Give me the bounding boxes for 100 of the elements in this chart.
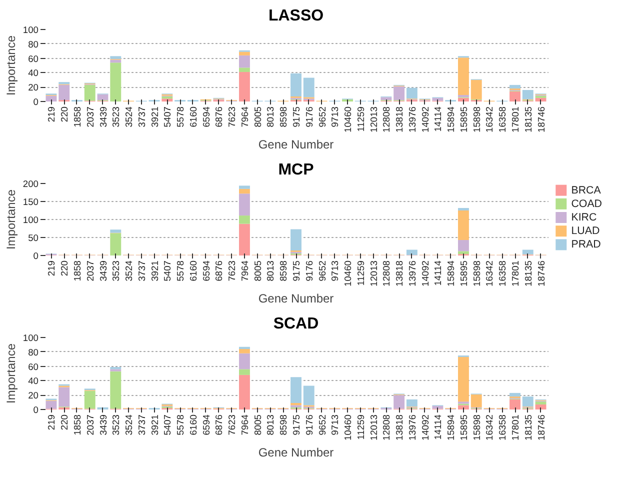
x-tick-label: 6594 xyxy=(201,260,212,282)
x-tick-label: 9175 xyxy=(292,106,302,128)
x-tick-label: 15898 xyxy=(472,106,482,132)
x-tick-label: 3737 xyxy=(136,106,147,128)
x-tick-label: 3737 xyxy=(136,260,147,282)
x-tick-label: 3921 xyxy=(150,260,160,282)
x-tick-label: 14092 xyxy=(420,414,430,440)
x-tick-label: 18746 xyxy=(536,260,546,286)
x-tick-label: 220 xyxy=(60,106,70,122)
x-tick-label: 3523 xyxy=(111,260,122,282)
x-tick-label: 11259 xyxy=(356,260,366,286)
x-tick-label: 9176 xyxy=(304,260,314,282)
x-tick-label: 7623 xyxy=(227,106,238,128)
x-tick-label: 2037 xyxy=(85,414,96,436)
y-tick-label: 0 xyxy=(33,251,39,261)
x-tick-label: 14114 xyxy=(433,106,444,132)
x-tick-label: 8005 xyxy=(252,260,263,282)
x-tick-label: 16342 xyxy=(484,106,495,132)
y-tick-label: 200 xyxy=(22,179,39,189)
y-axis-title: Importance xyxy=(4,343,18,404)
x-tick-label: 9713 xyxy=(330,260,340,282)
x-tick-label: 7964 xyxy=(240,414,250,436)
y-tick-label: 100 xyxy=(22,25,39,35)
x-tick-label: 5407 xyxy=(162,260,173,282)
x-tick-label: 219 xyxy=(46,260,57,276)
x-tick-label: 6160 xyxy=(188,260,198,282)
x-tick-label: 17801 xyxy=(510,260,521,286)
x-tick-label: 16358 xyxy=(498,260,508,286)
x-tick-label: 5407 xyxy=(162,414,173,436)
chart-title: SCAD xyxy=(273,316,319,332)
x-tick-label: 14114 xyxy=(433,414,444,440)
x-tick-label: 3524 xyxy=(124,106,134,128)
x-tick-label: 7623 xyxy=(227,414,238,436)
x-tick-label: 8598 xyxy=(278,106,289,128)
x-tick-label: 9652 xyxy=(317,260,328,282)
x-tick-label: 8013 xyxy=(266,260,276,282)
x-tick-label: 6876 xyxy=(214,106,224,128)
x-tick-label: 9175 xyxy=(292,414,302,436)
x-tick-label: 9652 xyxy=(317,106,328,128)
x-tick-label: 18135 xyxy=(523,106,534,132)
x-tick-label: 3737 xyxy=(136,414,147,436)
x-tick-label: 15895 xyxy=(458,260,469,286)
x-tick-label: 219 xyxy=(46,106,57,122)
x-tick-label: 6876 xyxy=(214,260,224,282)
x-tick-label: 18746 xyxy=(536,106,546,132)
x-tick-label: 5578 xyxy=(176,106,186,128)
x-tick-label: 5407 xyxy=(162,106,173,128)
y-axis-title: Importance xyxy=(4,35,18,96)
x-tick-label: 3523 xyxy=(111,414,122,436)
x-tick-label: 2037 xyxy=(85,260,96,282)
x-tick-label: 13976 xyxy=(407,414,418,440)
y-tick-label: 60 xyxy=(28,54,39,64)
x-tick-label: 7964 xyxy=(240,260,250,282)
x-tick-label: 15894 xyxy=(446,260,456,286)
x-tick-label: 12808 xyxy=(382,106,392,132)
x-tick-label: 7964 xyxy=(240,106,250,128)
x-tick-label: 16342 xyxy=(484,260,495,286)
x-tick-label: 14114 xyxy=(433,260,444,286)
x-tick-label: 10460 xyxy=(343,414,354,440)
legend-label: COAD xyxy=(571,198,602,210)
x-tick-label: 13976 xyxy=(407,106,418,132)
x-tick-label: 13818 xyxy=(394,260,405,286)
x-tick-label: 5578 xyxy=(176,414,186,436)
x-tick-label: 1858 xyxy=(72,260,82,282)
x-tick-label: 3921 xyxy=(150,414,160,436)
x-tick-label: 3523 xyxy=(111,106,122,128)
x-tick-label: 1858 xyxy=(72,106,82,128)
x-tick-label: 11259 xyxy=(356,106,366,132)
y-tick-label: 50 xyxy=(28,233,39,243)
x-tick-label: 12013 xyxy=(368,106,379,132)
x-tick-label: 16358 xyxy=(498,106,508,132)
y-tick-label: 80 xyxy=(28,39,39,50)
x-tick-label: 3921 xyxy=(150,106,160,128)
legend-label: BRCA xyxy=(571,184,602,196)
y-tick-label: 20 xyxy=(28,82,39,93)
x-tick-label: 6876 xyxy=(214,414,224,436)
x-tick-label: 13818 xyxy=(394,106,405,132)
x-tick-label: 5578 xyxy=(176,260,186,282)
x-tick-label: 9713 xyxy=(330,414,340,436)
y-tick-label: 40 xyxy=(28,376,39,386)
x-tick-label: 7623 xyxy=(227,260,238,282)
x-tick-label: 12808 xyxy=(382,414,392,440)
x-tick-label: 9713 xyxy=(330,106,340,128)
x-tick-label: 18746 xyxy=(536,414,546,440)
x-tick-label: 13976 xyxy=(407,260,418,286)
x-tick-label: 220 xyxy=(60,414,70,430)
x-tick-label: 12013 xyxy=(368,260,379,286)
y-tick-label: 150 xyxy=(22,197,39,207)
x-tick-label: 9176 xyxy=(304,106,314,128)
y-tick-label: 0 xyxy=(33,405,39,415)
x-tick-label: 11259 xyxy=(356,414,366,440)
x-tick-label: 13818 xyxy=(394,414,405,440)
y-tick-label: 100 xyxy=(22,215,39,225)
x-tick-label: 16358 xyxy=(498,414,508,440)
x-tick-label: 219 xyxy=(46,414,57,430)
y-tick-label: 40 xyxy=(28,68,39,78)
chart-title: LASSO xyxy=(268,8,324,24)
x-tick-label: 6594 xyxy=(201,106,212,128)
x-tick-label: 17801 xyxy=(510,414,521,440)
x-tick-label: 8598 xyxy=(278,260,289,282)
